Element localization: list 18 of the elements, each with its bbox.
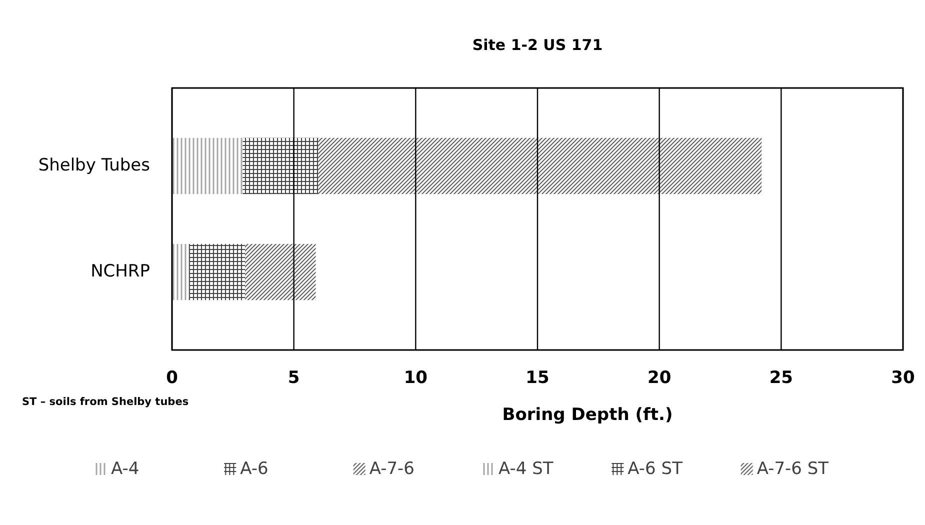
chart-title: Site 1-2 US 171 [472, 36, 603, 54]
x-axis-title: Boring Depth (ft.) [502, 405, 673, 425]
x-tick-label: 15 [526, 368, 550, 388]
legend-label: A-6 ST [628, 459, 684, 479]
legend-label: A-7-6 ST [756, 459, 830, 479]
x-tick-label: 30 [891, 368, 915, 388]
legend-label: A-4 ST [498, 459, 554, 479]
legend-label: A-7-6 [369, 459, 414, 479]
legend-label: A-6 [240, 459, 268, 479]
x-tick-label: 25 [769, 368, 794, 388]
text: ST – soils from Shelby tubes [22, 396, 189, 408]
x-tick-label: 20 [647, 368, 672, 388]
x-tick-label: 5 [288, 368, 300, 388]
y-tick-label: NCHRP [90, 262, 150, 282]
x-tick-label: 10 [404, 368, 428, 388]
y-tick-label: Shelby Tubes [38, 156, 150, 176]
legend-label: A-4 [111, 459, 140, 479]
x-tick-label: 0 [166, 368, 178, 388]
